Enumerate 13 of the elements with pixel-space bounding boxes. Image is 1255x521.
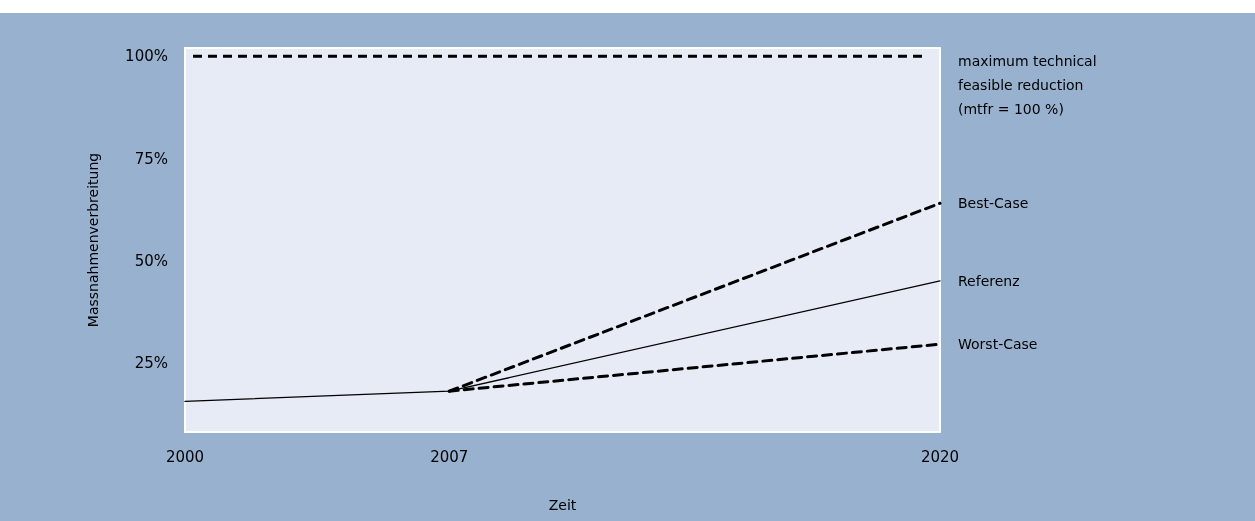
x-axis-title: Zeit xyxy=(548,497,577,513)
y-tick-label: 25% xyxy=(134,353,168,372)
y-tick-label: 50% xyxy=(134,251,168,270)
x-tick-label: 2020 xyxy=(920,448,960,466)
series-label: Worst-Case xyxy=(958,336,1038,353)
series-label: Best-Case xyxy=(958,195,1029,212)
x-tick-label: 2007 xyxy=(430,448,469,466)
y-axis-title: Massnahmenverbreitung xyxy=(85,152,101,328)
x-tick-label: 2000 xyxy=(165,448,205,466)
y-tick-label: 100% xyxy=(125,47,168,66)
series-label: Referenz xyxy=(958,272,1020,289)
y-tick-label: 75% xyxy=(134,149,168,168)
ref-line-label: maximum technical feasible reduction (mtfr = 100 %) xyxy=(958,53,1097,118)
